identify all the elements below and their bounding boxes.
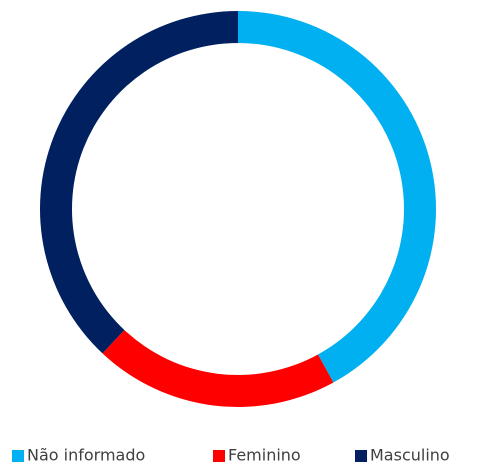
donut-slice	[238, 11, 437, 383]
donut-slice	[102, 330, 334, 407]
legend-label: Feminino	[228, 446, 301, 465]
legend-swatch	[213, 450, 225, 462]
legend-swatch	[355, 450, 367, 462]
donut-slice	[39, 11, 238, 354]
legend-label: Não informado	[27, 446, 145, 465]
legend-swatch	[12, 450, 24, 462]
legend-label: Masculino	[370, 446, 450, 465]
